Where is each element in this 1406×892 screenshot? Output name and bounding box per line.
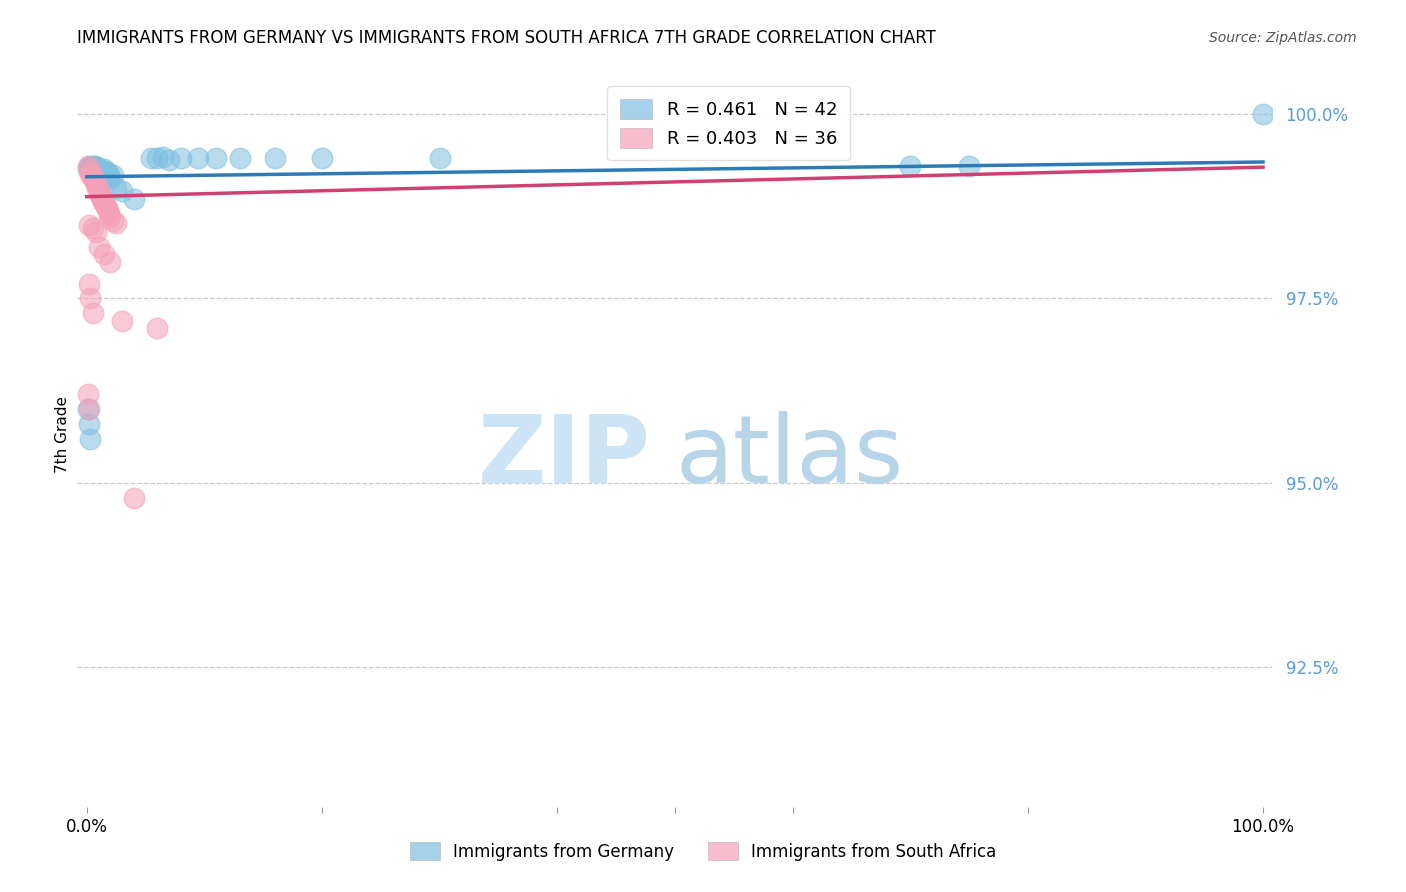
Point (87, 240, 110, 254)
Point (90, 166, 112, 180)
Point (205, 151, 228, 165)
Point (101, 168, 124, 182)
Point (141, 151, 163, 165)
Point (77, 162, 100, 177)
Point (84, 162, 107, 177)
Point (82, 221, 104, 235)
Point (91, 192, 114, 206)
Point (1251, 107, 1274, 121)
Point (152, 150, 174, 164)
Point (89, 162, 111, 177)
Point (98, 168, 121, 182)
Point (96, 202, 118, 216)
Point (228, 151, 250, 165)
Point (79, 432, 101, 446)
Y-axis label: 7th Grade: 7th Grade (55, 396, 70, 474)
Point (94, 199, 117, 213)
Point (105, 181, 128, 195)
Legend: Immigrants from Germany, Immigrants from South Africa: Immigrants from Germany, Immigrants from… (404, 836, 1002, 868)
Point (77, 387, 100, 401)
Point (87, 185, 110, 199)
Point (77, 417, 100, 431)
Point (94, 166, 117, 180)
Point (93, 162, 115, 177)
Point (101, 214, 124, 228)
Point (93, 197, 115, 211)
Point (86, 160, 108, 174)
Text: atlas: atlas (675, 411, 903, 503)
Point (90, 189, 112, 203)
Point (105, 216, 128, 230)
Point (84, 175, 107, 189)
Point (84, 177, 107, 191)
Point (83, 160, 105, 174)
Point (77, 160, 100, 174)
Point (83, 172, 105, 186)
Point (77, 277, 100, 291)
Point (82, 169, 104, 184)
Legend: R = 0.461   N = 42, R = 0.403   N = 36: R = 0.461 N = 42, R = 0.403 N = 36 (607, 87, 851, 161)
Point (80, 166, 103, 180)
Point (93, 247, 115, 261)
Point (84, 225, 107, 239)
Point (91, 166, 114, 180)
Point (264, 151, 287, 165)
Text: Source: ZipAtlas.com: Source: ZipAtlas.com (1209, 31, 1357, 45)
Point (111, 185, 134, 199)
Point (79, 168, 101, 182)
Point (98, 254, 121, 268)
Point (80, 160, 103, 174)
Point (82, 306, 104, 320)
Point (111, 313, 134, 327)
Text: ZIP: ZIP (478, 411, 651, 503)
Point (146, 321, 169, 335)
Point (98, 172, 121, 186)
Point (96, 164, 118, 178)
Point (170, 151, 193, 165)
Point (77, 402, 100, 417)
Point (98, 206, 121, 220)
Point (86, 181, 108, 195)
Point (157, 153, 180, 167)
Point (77, 162, 100, 177)
Point (898, 159, 921, 173)
Point (91, 164, 114, 178)
Point (77, 218, 100, 232)
Point (89, 188, 111, 202)
Point (91, 194, 114, 208)
Point (84, 159, 107, 173)
Point (98, 211, 121, 225)
Point (97, 204, 120, 219)
Point (79, 159, 101, 173)
Text: IMMIGRANTS FROM GERMANY VS IMMIGRANTS FROM SOUTH AFRICA 7TH GRADE CORRELATION CH: IMMIGRANTS FROM GERMANY VS IMMIGRANTS FR… (77, 29, 936, 47)
Point (122, 192, 145, 206)
Point (77, 402, 100, 417)
Point (957, 159, 980, 173)
Point (311, 151, 333, 165)
Point (187, 151, 209, 165)
Point (87, 164, 110, 178)
Point (429, 151, 451, 165)
Point (79, 292, 101, 306)
Point (77, 159, 100, 173)
Point (82, 159, 104, 173)
Point (146, 151, 169, 165)
Point (97, 169, 120, 184)
Point (122, 491, 145, 505)
